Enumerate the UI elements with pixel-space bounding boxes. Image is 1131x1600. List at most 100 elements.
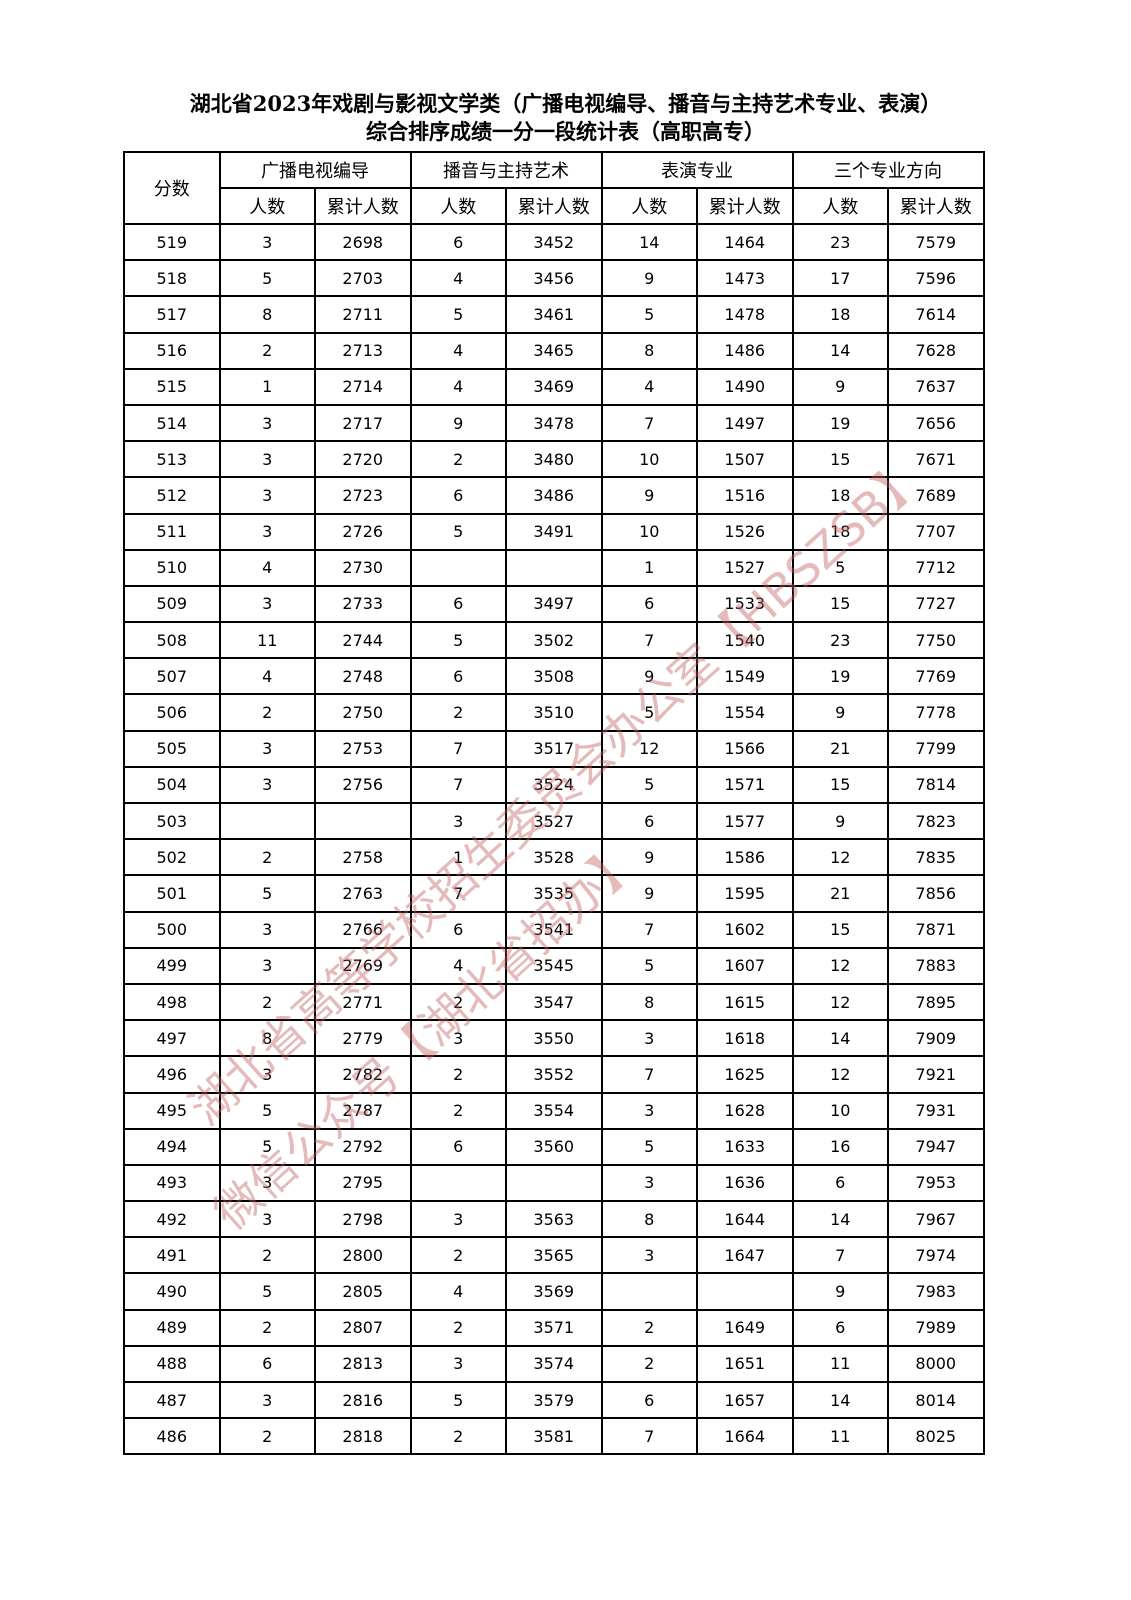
- score-distribution-table: 分数 广播电视编导 播音与主持艺术 表演专业 三个专业方向 人数 累计人数 人数 累计…: [123, 151, 985, 1456]
- count-cell: 14: [791, 1019, 889, 1058]
- count-cell: 1625: [696, 1055, 794, 1094]
- count-cell: 7983: [887, 1272, 985, 1311]
- count-cell: 6: [409, 1127, 507, 1166]
- count-cell: 3: [218, 584, 316, 624]
- count-cell: 2711: [314, 295, 412, 334]
- score-cell: 506: [123, 693, 221, 732]
- count-cell: 18: [791, 295, 889, 334]
- count-cell: 3524: [505, 765, 603, 805]
- count-cell: 3: [218, 729, 316, 768]
- count-cell: 2813: [314, 1344, 412, 1384]
- count-cell: 3: [409, 801, 507, 841]
- count-cell: 2: [218, 331, 316, 370]
- count-cell: 1526: [696, 512, 794, 551]
- count-cell: 2771: [314, 982, 412, 1022]
- count-cell: 9: [600, 657, 698, 696]
- count-cell: 2787: [314, 1091, 412, 1130]
- score-header: 分数: [123, 151, 221, 225]
- table-row: 509 3 2733 6 3497 6 1533 15 7727: [123, 584, 985, 624]
- count-cell: 19: [791, 403, 889, 443]
- count-cell: 7750: [887, 621, 985, 660]
- count-cell: 5: [409, 621, 507, 660]
- score-cell: 519: [123, 222, 221, 262]
- count-cell: 5: [409, 1380, 507, 1420]
- count-cell: 6: [409, 584, 507, 624]
- group-header: 表演专业: [600, 151, 794, 189]
- count-cell: 3574: [505, 1344, 603, 1384]
- count-cell: 2769: [314, 946, 412, 985]
- count-cell: 7: [409, 765, 507, 805]
- count-cell: 1533: [696, 584, 794, 624]
- count-cell: 6: [600, 1380, 698, 1420]
- count-cell: 2: [218, 693, 316, 732]
- table-row: 510 4 2730 1 1527 5 7712: [123, 548, 985, 587]
- count-cell: 2805: [314, 1272, 412, 1311]
- count-cell: 10: [600, 512, 698, 551]
- score-cell: 505: [123, 729, 221, 768]
- table-row: 504 3 2756 7 3524 5 1571 15 7814: [123, 765, 985, 805]
- count-cell: 7967: [887, 1200, 985, 1239]
- count-cell: 3554: [505, 1091, 603, 1130]
- count-cell: 7921: [887, 1055, 985, 1094]
- count-cell: 3456: [505, 259, 603, 298]
- count-cell: 3: [600, 1019, 698, 1058]
- count-cell: 1586: [696, 838, 794, 877]
- count-cell: 1464: [696, 222, 794, 262]
- table-row: 514 3 2717 9 3478 7 1497 19 7656: [123, 403, 985, 443]
- count-cell: 2750: [314, 693, 412, 732]
- score-cell: 495: [123, 1091, 221, 1130]
- table-row: 518 5 2703 4 3456 9 1473 17 7596: [123, 259, 985, 298]
- count-cell: 3: [218, 1163, 316, 1203]
- count-cell: 1: [218, 367, 316, 406]
- count-cell: 2: [218, 1236, 316, 1275]
- count-cell: 10: [791, 1091, 889, 1130]
- count-cell: 1647: [696, 1236, 794, 1275]
- count-cell: 1615: [696, 982, 794, 1022]
- count-cell: 1571: [696, 765, 794, 805]
- count-cell: 9: [600, 476, 698, 515]
- count-cell: 7769: [887, 657, 985, 696]
- table-row: 506 2 2750 2 3510 5 1554 9 7778: [123, 693, 985, 732]
- count-cell: 12: [600, 729, 698, 768]
- count-cell: [600, 1272, 698, 1311]
- table-row: 492 3 2798 3 3563 8 1644 14 7967: [123, 1200, 985, 1239]
- count-cell: 21: [791, 729, 889, 768]
- count-cell: 9: [791, 693, 889, 732]
- sub-header: 人数: [600, 187, 698, 225]
- count-cell: 2714: [314, 367, 412, 406]
- count-cell: 2: [600, 1308, 698, 1347]
- count-cell: 11: [791, 1417, 889, 1456]
- count-cell: 1516: [696, 476, 794, 515]
- count-cell: 14: [791, 1380, 889, 1420]
- count-cell: 4: [409, 259, 507, 298]
- count-cell: 5: [218, 259, 316, 298]
- count-cell: 2758: [314, 838, 412, 877]
- score-cell: 493: [123, 1163, 221, 1203]
- count-cell: 3535: [505, 874, 603, 913]
- count-cell: 3: [218, 910, 316, 949]
- count-cell: 7579: [887, 222, 985, 262]
- count-cell: 1497: [696, 403, 794, 443]
- count-cell: 1486: [696, 331, 794, 370]
- count-cell: 2818: [314, 1417, 412, 1456]
- count-cell: 7856: [887, 874, 985, 913]
- score-cell: 491: [123, 1236, 221, 1275]
- score-cell: 516: [123, 331, 221, 370]
- table-row: 498 2 2771 2 3547 8 1615 12 7895: [123, 982, 985, 1022]
- count-cell: 3569: [505, 1272, 603, 1311]
- count-cell: 12: [791, 838, 889, 877]
- score-cell: 492: [123, 1200, 221, 1239]
- count-cell: 2798: [314, 1200, 412, 1239]
- table-row: 511 3 2726 5 3491 10 1526 18 7707: [123, 512, 985, 551]
- count-cell: 7: [600, 1055, 698, 1094]
- count-cell: 6: [791, 1163, 889, 1203]
- score-cell: 513: [123, 440, 221, 479]
- score-cell: 502: [123, 838, 221, 877]
- count-cell: 15: [791, 440, 889, 479]
- count-cell: 2779: [314, 1019, 412, 1058]
- count-cell: 3541: [505, 910, 603, 949]
- count-cell: 7637: [887, 367, 985, 406]
- count-cell: 1607: [696, 946, 794, 985]
- table-row: 490 5 2805 4 3569 9 7983: [123, 1272, 985, 1311]
- group-header: 播音与主持艺术: [409, 151, 603, 189]
